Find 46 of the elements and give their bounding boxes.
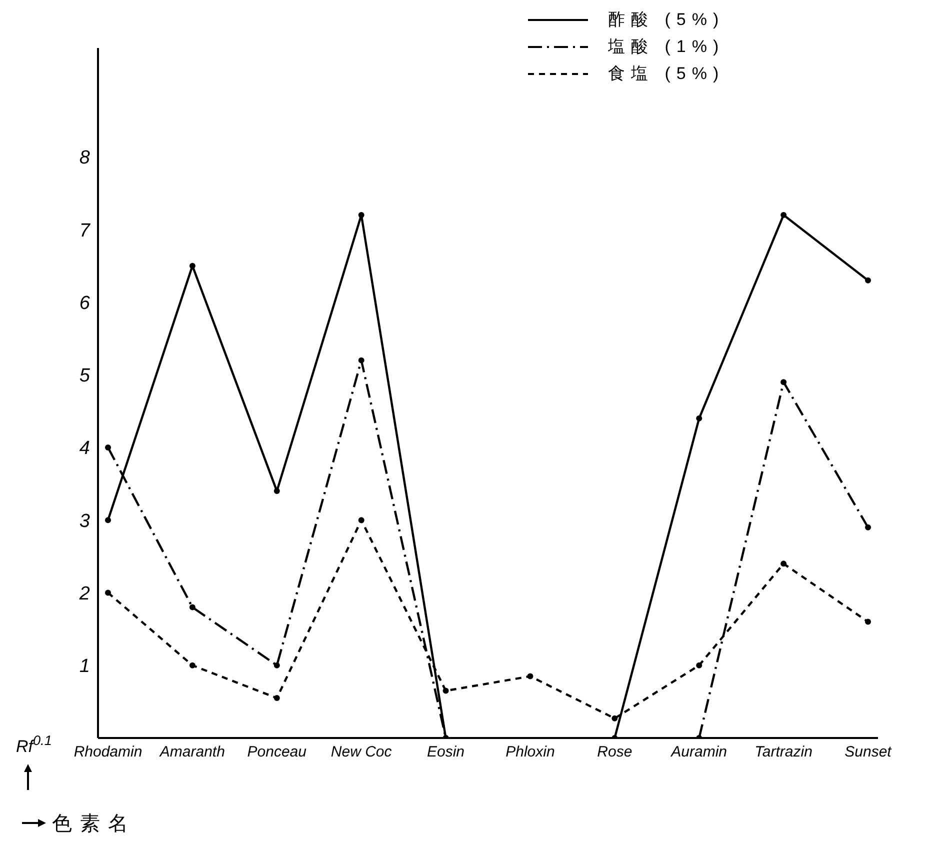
point (189, 262, 196, 269)
y-axis-title: Rf$^{0.1}$ (16, 732, 52, 756)
y-tick-label: 5 (79, 366, 90, 387)
y-tick-label: 3 (79, 510, 90, 532)
point (865, 524, 871, 530)
y-tick-label: 4 (79, 438, 90, 460)
point (189, 662, 196, 668)
point (865, 618, 871, 625)
x-tick-label: Sunset (844, 744, 892, 761)
x-tick-label: New Coc (330, 744, 392, 761)
point (696, 662, 702, 668)
point (358, 212, 364, 218)
point (865, 277, 871, 284)
point (105, 444, 111, 450)
point (780, 379, 787, 386)
legend-label: 食塩 (5%) (608, 63, 725, 85)
x-axis-title: 色素名 (52, 813, 136, 835)
y-tick-label: 2 (78, 583, 90, 604)
point (527, 673, 534, 680)
point (189, 604, 196, 610)
point (358, 517, 364, 524)
point (274, 488, 280, 494)
point (105, 517, 111, 524)
x-tick-label: Rose (597, 744, 632, 761)
x-tick-label: Eosin (427, 744, 465, 761)
legend-label: 酢酸 (5%) (608, 9, 725, 31)
y-tick-label: 6 (79, 292, 90, 314)
point (358, 357, 364, 364)
legend-label: 塩酸 (1%) (608, 36, 725, 58)
point (780, 212, 787, 218)
point (442, 688, 449, 694)
x-tick-label: Rhodamin (74, 744, 142, 761)
x-tick-label: Tartrazin (754, 744, 812, 761)
x-tick-label: Auramin (670, 744, 728, 761)
point (274, 695, 280, 702)
point (696, 415, 702, 422)
x-tick-label: Phloxin (506, 744, 555, 761)
point (105, 590, 111, 596)
point (274, 662, 280, 668)
x-tick-label: Ponceau (247, 744, 308, 761)
point (780, 560, 787, 567)
point (612, 715, 618, 722)
y-tick-label: 7 (79, 220, 92, 242)
x-tick-label: Amaranth (158, 744, 225, 761)
y-tick-label: 1 (79, 656, 90, 678)
y-tick-label: 8 (79, 148, 90, 169)
